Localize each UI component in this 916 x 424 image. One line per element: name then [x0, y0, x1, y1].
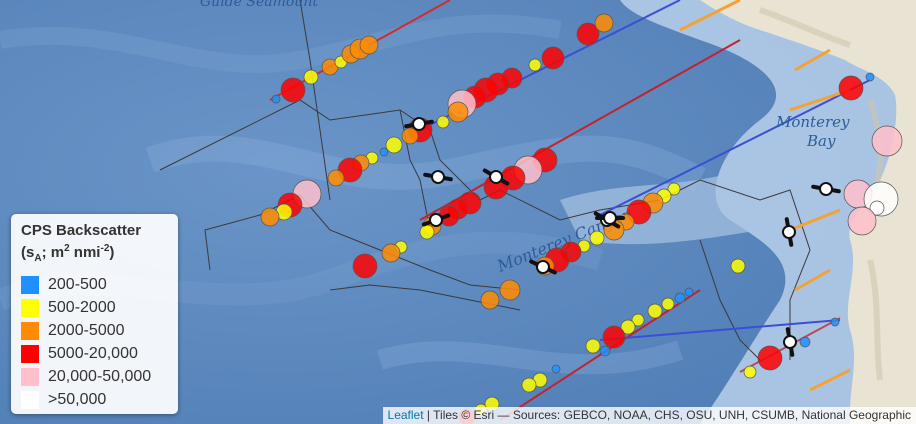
station-marker[interactable]: [811, 181, 841, 197]
seafloor-ridge: [377, 340, 684, 375]
backscatter-circle[interactable]: [385, 136, 403, 154]
backscatter-legend: CPS Backscatter (sA; m2 nmi-2) 200-500 50…: [11, 214, 178, 414]
bay-label-2: Bay: [806, 132, 836, 150]
backscatter-circle[interactable]: [830, 317, 840, 327]
station-dot: [489, 170, 503, 184]
backscatter-circle[interactable]: [521, 377, 537, 393]
leaflet-link[interactable]: Leaflet: [387, 408, 424, 422]
backscatter-circle[interactable]: [594, 13, 614, 33]
station-dot: [429, 213, 443, 227]
backscatter-circle[interactable]: [551, 364, 561, 374]
backscatter-circle[interactable]: [674, 292, 686, 304]
legend-subtitle: (sA; m2 nmi-2): [21, 243, 115, 264]
station-marker[interactable]: [421, 210, 451, 230]
station-dot: [412, 117, 426, 131]
seamount-label: Guide Seamount: [200, 0, 318, 10]
backscatter-circle[interactable]: [647, 303, 663, 319]
backscatter-circle[interactable]: [661, 297, 675, 311]
backscatter-circle[interactable]: [730, 258, 746, 274]
backscatter-circle[interactable]: [667, 182, 681, 196]
backscatter-circle[interactable]: [838, 75, 864, 101]
land-mass: [700, 0, 916, 424]
backscatter-circle[interactable]: [401, 127, 419, 145]
continental-shelf: [620, 0, 916, 424]
backscatter-circle[interactable]: [799, 336, 811, 348]
backscatter-circle[interactable]: [303, 69, 319, 85]
backscatter-circle[interactable]: [499, 279, 521, 301]
backscatter-circle[interactable]: [869, 200, 885, 216]
backscatter-circle[interactable]: [447, 101, 469, 123]
backscatter-circle[interactable]: [589, 230, 605, 246]
station-markers[interactable]: [404, 116, 841, 357]
backscatter-circle[interactable]: [585, 338, 601, 354]
station-marker[interactable]: [482, 165, 511, 188]
tile-sources: Tiles © Esri — Sources: GEBCO, NOAA, CHS…: [433, 408, 911, 422]
seafloor-ridge: [145, 135, 706, 192]
station-marker[interactable]: [404, 116, 434, 132]
station-marker[interactable]: [423, 169, 453, 185]
legend-label: 5000-20,000: [48, 344, 138, 362]
legend-label: 2000-5000: [48, 321, 125, 339]
backscatter-circle[interactable]: [528, 58, 542, 72]
backscatter-circle[interactable]: [865, 72, 875, 82]
backscatter-circle[interactable]: [684, 287, 694, 297]
backscatter-circle[interactable]: [359, 35, 379, 55]
legend-item: 500-2000: [21, 296, 168, 319]
station-dot: [783, 335, 797, 349]
backscatter-circle[interactable]: [602, 325, 626, 349]
legend-swatch: [21, 298, 39, 317]
legend-swatch: [21, 390, 39, 409]
station-marker[interactable]: [781, 217, 797, 247]
legend-swatch: [21, 275, 39, 294]
station-marker[interactable]: [782, 327, 798, 357]
bay-label: Monterey: [775, 113, 850, 131]
station-dot: [782, 225, 796, 239]
backscatter-circle[interactable]: [280, 77, 306, 103]
backscatter-circle[interactable]: [419, 224, 435, 240]
backscatter-circle[interactable]: [847, 206, 877, 236]
legend-label: >50,000: [48, 390, 107, 408]
backscatter-circle[interactable]: [379, 147, 389, 157]
legend-label: 20,000-50,000: [48, 367, 152, 385]
legend-item: 5000-20,000: [21, 342, 168, 365]
legend-label: 500-2000: [48, 298, 116, 316]
legend-item: 200-500: [21, 273, 168, 296]
map-attribution: Leaflet | Tiles © Esri — Sources: GEBCO,…: [382, 407, 916, 424]
legend-item: 20,000-50,000: [21, 365, 168, 388]
legend-title: CPS Backscatter: [21, 222, 142, 239]
backscatter-circle[interactable]: [381, 243, 401, 263]
backscatter-circle[interactable]: [576, 22, 600, 46]
legend-swatch: [21, 321, 39, 340]
backscatter-circle[interactable]: [871, 125, 903, 157]
backscatter-circle[interactable]: [352, 253, 378, 279]
backscatter-circle[interactable]: [541, 46, 565, 70]
seafloor-ridge: [0, 14, 562, 74]
backscatter-circle[interactable]: [743, 365, 757, 379]
backscatter-circle[interactable]: [480, 290, 500, 310]
station-dot: [536, 260, 550, 274]
backscatter-circle[interactable]: [620, 319, 636, 335]
backscatter-circle[interactable]: [436, 115, 450, 129]
backscatter-circle[interactable]: [327, 169, 345, 187]
legend-item: >50,000: [21, 388, 168, 411]
backscatter-circle[interactable]: [631, 313, 645, 327]
station-dot: [431, 170, 445, 184]
station-dot: [819, 182, 833, 196]
legend-item: 2000-5000: [21, 319, 168, 342]
backscatter-circle[interactable]: [757, 345, 783, 371]
backscatter-circle[interactable]: [599, 345, 611, 357]
legend-swatch: [21, 344, 39, 363]
station-marker[interactable]: [595, 211, 625, 225]
legend-label: 200-500: [48, 275, 107, 293]
station-dot: [603, 211, 617, 225]
backscatter-circle[interactable]: [271, 94, 281, 104]
station-marker[interactable]: [529, 256, 558, 278]
backscatter-circle[interactable]: [260, 207, 280, 227]
legend-swatch: [21, 367, 39, 386]
